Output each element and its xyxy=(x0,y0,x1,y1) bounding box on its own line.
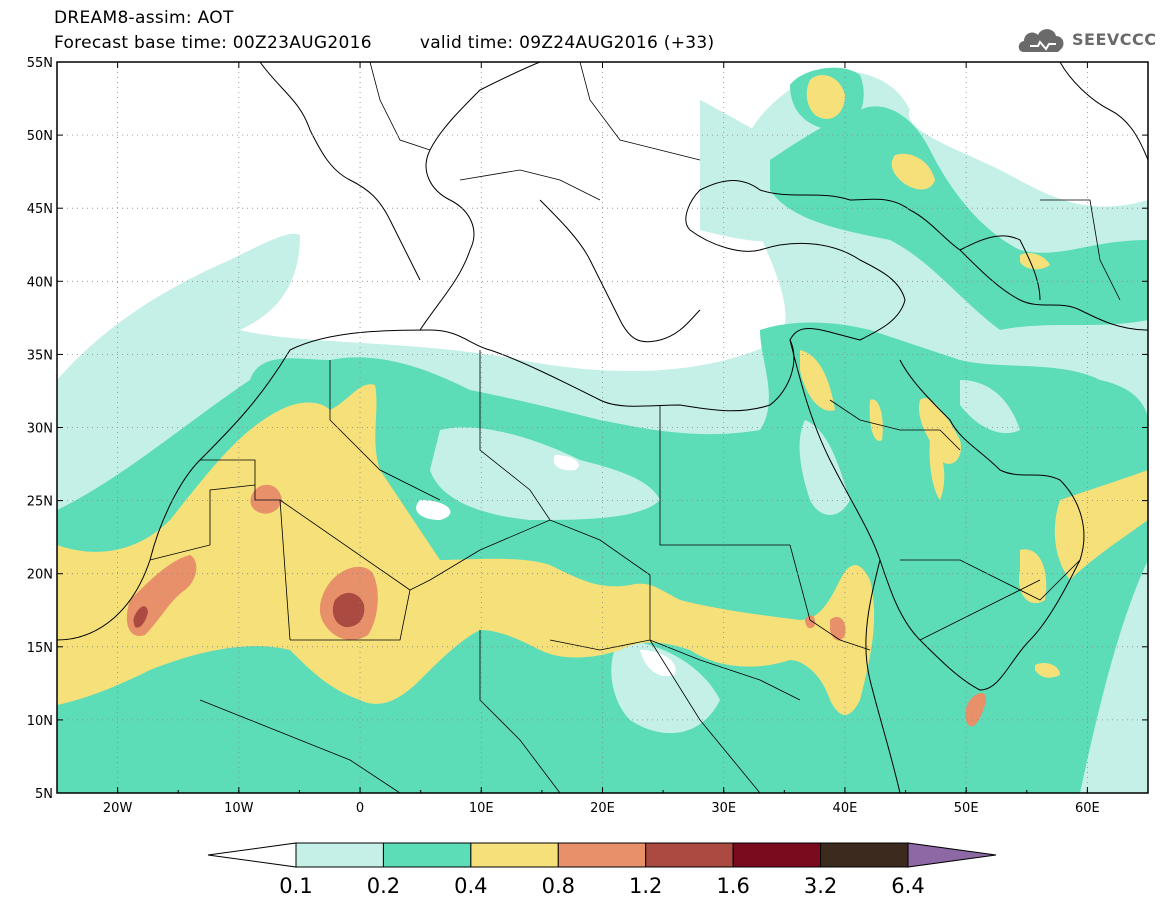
lat-tick-label: 10N xyxy=(27,714,53,729)
coastlines xyxy=(57,62,1148,793)
colorbar-label: 1.6 xyxy=(716,874,749,898)
seevccc-logo: SEEVCCC xyxy=(1016,22,1157,56)
aot-level-0.1-holes xyxy=(430,380,1020,734)
lon-tick-label: 10W xyxy=(224,801,254,816)
lon-tick-label: 50E xyxy=(954,801,979,816)
colorbar-lower-arrow xyxy=(207,842,297,868)
lon-tick-label: 40E xyxy=(833,801,858,816)
colorbar-swatch xyxy=(470,842,559,868)
colorbar-label: 0.8 xyxy=(542,874,575,898)
aot-clear-holes xyxy=(416,455,676,677)
lon-tick-label: 0 xyxy=(356,801,364,816)
lat-tick-label: 5N xyxy=(35,787,53,802)
valid-time: valid time: 09Z24AUG2016 (+33) xyxy=(419,33,715,53)
lat-tick-label: 55N xyxy=(27,56,53,71)
colorbar-swatch xyxy=(645,842,734,868)
map-graticule xyxy=(57,62,1148,793)
time-info: Forecast base time: 00Z23AUG2016 valid ti… xyxy=(54,33,714,53)
lat-tick-label: 45N xyxy=(27,202,53,217)
colorbar-swatch xyxy=(820,842,909,868)
lat-tick-label: 25N xyxy=(27,495,53,510)
lat-tick-label: 40N xyxy=(27,275,53,290)
aot-level-1.2 xyxy=(133,592,365,628)
lat-tick-label: 50N xyxy=(27,129,53,144)
colorbar-label: 0.4 xyxy=(454,874,487,898)
colorbar-swatch xyxy=(732,842,822,868)
cloud-icon xyxy=(1018,29,1064,52)
lat-tick-label: 20N xyxy=(27,568,53,583)
logo-text: SEEVCCC xyxy=(1072,29,1157,49)
lon-tick-label: 10E xyxy=(469,801,494,816)
base-time: Forecast base time: 00Z23AUG2016 xyxy=(54,33,372,53)
map-title: DREAM8-assim: AOT xyxy=(54,8,234,28)
lon-tick-label: 20E xyxy=(590,801,615,816)
colorbar-label: 0.1 xyxy=(279,874,312,898)
aot-level-0.4 xyxy=(57,75,1148,715)
aot-colorbar: 0.1 0.2 0.4 0.8 1.2 1.6 3.2 6.4 xyxy=(207,842,997,898)
lon-tick-label: 20W xyxy=(103,801,133,816)
colorbar-label: 1.2 xyxy=(629,874,662,898)
latitude-axis: 55N 50N 45N 40N 35N 30N 25N 20N 15N 10N 5N xyxy=(27,56,1148,802)
colorbar-swatch xyxy=(295,842,384,868)
colorbar-swatch xyxy=(557,842,647,868)
lat-tick-label: 15N xyxy=(27,641,53,656)
lon-tick-label: 60E xyxy=(1075,801,1100,816)
colorbar-upper-arrow xyxy=(907,842,997,868)
colorbar-swatch xyxy=(382,842,472,868)
colorbar-label: 3.2 xyxy=(804,874,837,898)
longitude-axis: 20W 10W 0 10E 20E 30E 40E 50E 60E xyxy=(56,62,1149,816)
country-borders xyxy=(149,62,1121,793)
colorbar-label: 6.4 xyxy=(891,874,924,898)
lon-tick-label: 30E xyxy=(711,801,736,816)
lat-tick-label: 35N xyxy=(27,348,53,363)
colorbar-label: 0.2 xyxy=(367,874,400,898)
lat-tick-label: 30N xyxy=(27,422,53,437)
